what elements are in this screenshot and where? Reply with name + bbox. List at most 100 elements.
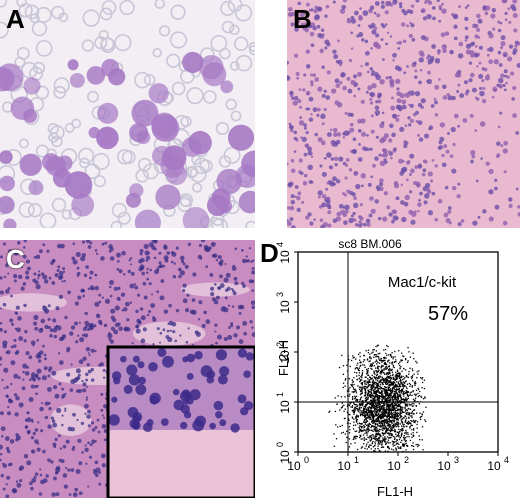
nucleus bbox=[51, 492, 56, 497]
event-dot bbox=[351, 417, 354, 419]
nucleus bbox=[5, 446, 10, 451]
nucleus bbox=[486, 73, 490, 77]
nucleus bbox=[76, 266, 80, 270]
event-dot bbox=[384, 366, 387, 368]
nucleus bbox=[139, 248, 144, 253]
event-dot bbox=[392, 423, 395, 426]
event-dot bbox=[370, 412, 372, 414]
blast-cell bbox=[148, 83, 169, 104]
event-dot bbox=[388, 389, 390, 392]
nucleus bbox=[231, 266, 237, 271]
nucleus bbox=[52, 328, 58, 333]
event-dot bbox=[385, 381, 388, 383]
event-dot bbox=[398, 435, 400, 437]
event-dot bbox=[403, 355, 405, 358]
nucleus bbox=[406, 65, 409, 68]
nucleus bbox=[113, 286, 118, 291]
event-dot bbox=[405, 425, 407, 428]
event-dot bbox=[361, 414, 364, 416]
event-dot bbox=[382, 411, 384, 414]
nucleus bbox=[69, 388, 74, 392]
event-dot bbox=[367, 393, 369, 395]
red-cell bbox=[87, 90, 99, 103]
bone-trabecula bbox=[180, 282, 250, 297]
event-dot bbox=[390, 355, 392, 357]
event-dot bbox=[402, 445, 404, 447]
event-dot bbox=[357, 410, 359, 412]
red-cell bbox=[154, 0, 166, 9]
event-dot bbox=[386, 432, 388, 435]
event-dot bbox=[401, 421, 404, 424]
red-cell bbox=[18, 3, 33, 18]
event-dot bbox=[371, 403, 373, 405]
event-dot bbox=[370, 378, 372, 381]
nucleus bbox=[434, 113, 439, 117]
nucleus bbox=[421, 172, 426, 177]
nucleus bbox=[350, 15, 355, 20]
event-dot bbox=[353, 356, 355, 359]
event-dot bbox=[399, 372, 401, 374]
event-dot bbox=[390, 369, 393, 371]
event-dot bbox=[397, 408, 399, 410]
event-dot bbox=[400, 375, 402, 377]
event-dot bbox=[360, 447, 362, 449]
nucleus bbox=[185, 340, 189, 344]
nucleus bbox=[359, 203, 363, 207]
event-dot bbox=[378, 428, 381, 431]
nucleus bbox=[287, 219, 289, 222]
nucleus bbox=[401, 104, 407, 110]
event-dot bbox=[369, 423, 371, 425]
event-dot bbox=[377, 429, 379, 432]
event-dot bbox=[386, 372, 388, 374]
event-dot bbox=[364, 404, 367, 406]
nucleus bbox=[116, 252, 121, 258]
nucleus bbox=[130, 263, 133, 266]
event-dot bbox=[382, 365, 384, 367]
event-dot bbox=[341, 406, 343, 409]
event-dot bbox=[371, 374, 373, 377]
event-dot bbox=[395, 407, 397, 409]
nucleus bbox=[388, 138, 393, 143]
x-tick-exponent: 0 bbox=[304, 455, 309, 465]
event-dot bbox=[404, 376, 406, 379]
event-dot bbox=[375, 438, 377, 440]
nucleus bbox=[34, 385, 38, 389]
event-dot bbox=[385, 388, 387, 391]
nucleus bbox=[491, 8, 496, 13]
event-dot bbox=[372, 362, 374, 364]
event-dot bbox=[378, 391, 381, 393]
event-dot bbox=[393, 438, 396, 441]
nucleus bbox=[242, 320, 248, 326]
nucleus bbox=[464, 91, 469, 96]
event-dot bbox=[391, 362, 393, 364]
event-dot bbox=[375, 430, 377, 432]
event-dot bbox=[356, 407, 358, 410]
event-dot bbox=[346, 430, 348, 432]
x-tick-label: 10 bbox=[337, 459, 351, 473]
event-dot bbox=[359, 381, 361, 383]
event-dot bbox=[384, 443, 387, 445]
nucleus bbox=[48, 276, 52, 280]
event-dot bbox=[417, 421, 419, 423]
event-dot bbox=[353, 410, 356, 413]
event-dot bbox=[380, 360, 382, 362]
event-dot bbox=[368, 395, 371, 397]
nucleus bbox=[140, 315, 146, 321]
event-dot bbox=[384, 440, 386, 442]
nucleus bbox=[83, 403, 89, 409]
nucleus bbox=[305, 215, 310, 220]
event-dot bbox=[353, 383, 355, 386]
event-dot bbox=[378, 399, 380, 401]
event-dot bbox=[358, 369, 360, 372]
nucleus bbox=[395, 196, 400, 201]
event-dot bbox=[360, 423, 362, 425]
nucleus bbox=[237, 394, 247, 404]
event-dot bbox=[381, 405, 383, 407]
event-dot bbox=[386, 373, 388, 375]
event-dot bbox=[352, 355, 354, 357]
nucleus bbox=[503, 170, 507, 174]
event-dot bbox=[377, 368, 379, 370]
event-dot bbox=[401, 433, 403, 435]
blast-cell bbox=[86, 66, 106, 85]
nucleus bbox=[156, 327, 160, 331]
